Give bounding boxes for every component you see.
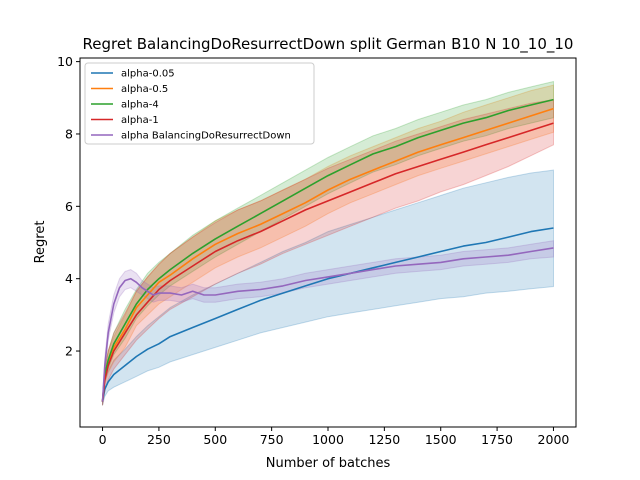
line-series-3 [101,122,554,402]
confidence-bands [102,80,554,406]
y-tick-label-2: 6 [65,199,73,214]
x-tick-label-7: 1750 [481,432,513,447]
series-lines [101,98,554,402]
line-series-4 [101,247,554,402]
legend-label-3: alpha-1 [121,115,159,126]
y-tick-label-0: 2 [65,344,73,359]
y-tick-label-3: 8 [65,126,73,141]
y-tick-label-1: 4 [65,271,73,286]
legend-label-1: alpha-0.5 [121,84,168,95]
band-series-0 [102,169,554,406]
x-tick-label-3: 750 [260,432,284,447]
y-axis-ticks: 2 4 6 8 10 [57,54,80,359]
x-tick-label-8: 2000 [538,432,570,447]
x-axis-label: Number of batches [266,456,391,471]
legend-label-0: alpha-0.05 [121,69,175,80]
line-series-2 [101,98,554,402]
y-axis-label: Regret [33,221,48,264]
x-tick-label-1: 250 [147,432,171,447]
legend-box [84,62,315,145]
x-tick-label-2: 500 [203,432,227,447]
line-series-1 [101,107,554,402]
x-axis-ticks: 0 250 500 750 1000 1250 1500 1750 2000 [99,427,570,447]
line-series-0 [101,227,554,402]
y-tick-label-4: 10 [57,54,73,69]
band-series-2 [102,80,554,406]
band-series-3 [102,99,554,406]
legend-label-4: alpha BalancingDoResurrectDown [121,131,291,142]
x-tick-label-0: 0 [99,432,107,447]
chart-title: Regret BalancingDoResurrectDown split Ge… [83,35,574,54]
x-tick-label-6: 1500 [425,432,457,447]
x-tick-label-4: 1000 [312,432,344,447]
legend-label-2: alpha-4 [121,100,159,111]
band-series-1 [102,84,554,406]
x-tick-label-5: 1250 [368,432,400,447]
band-series-4 [102,240,554,406]
legend-items: alpha-0.05 alpha-0.5 alpha-4 alpha-1 alpha B… [91,69,291,142]
legend: alpha-0.05 alpha-0.5 alpha-4 alpha-1 alpha B… [84,62,315,145]
